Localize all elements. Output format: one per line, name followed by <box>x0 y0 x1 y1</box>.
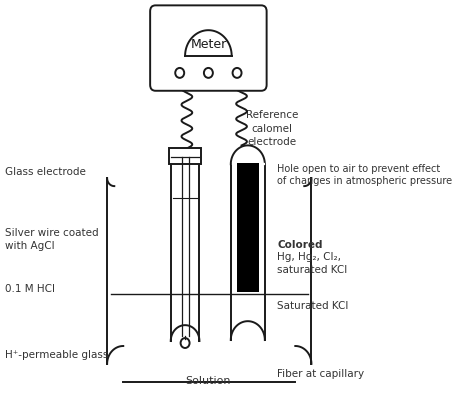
Text: Reference
calomel
electrode: Reference calomel electrode <box>246 110 298 147</box>
Text: Hg, Hg₂, Cl₂,
saturated KCl: Hg, Hg₂, Cl₂, saturated KCl <box>277 252 347 275</box>
Text: Meter: Meter <box>190 38 227 50</box>
Circle shape <box>181 338 190 348</box>
Text: Colored: Colored <box>277 240 323 250</box>
Bar <box>169 148 201 164</box>
Text: Glass electrode: Glass electrode <box>5 167 86 177</box>
Bar <box>237 163 259 292</box>
Text: 0.1 M HCl: 0.1 M HCl <box>5 284 55 295</box>
Text: Solution: Solution <box>186 376 231 386</box>
Text: Silver wire coated
with AgCl: Silver wire coated with AgCl <box>5 228 99 251</box>
FancyBboxPatch shape <box>150 5 267 91</box>
Text: Saturated KCl: Saturated KCl <box>277 301 349 311</box>
Text: H⁺-permeable glass: H⁺-permeable glass <box>5 350 109 360</box>
Text: Fiber at capillary: Fiber at capillary <box>277 369 365 379</box>
Circle shape <box>233 68 242 78</box>
Circle shape <box>175 68 184 78</box>
Text: Hole open to air to prevent effect
of changes in atmospheric pressure: Hole open to air to prevent effect of ch… <box>277 164 453 186</box>
Circle shape <box>204 68 213 78</box>
